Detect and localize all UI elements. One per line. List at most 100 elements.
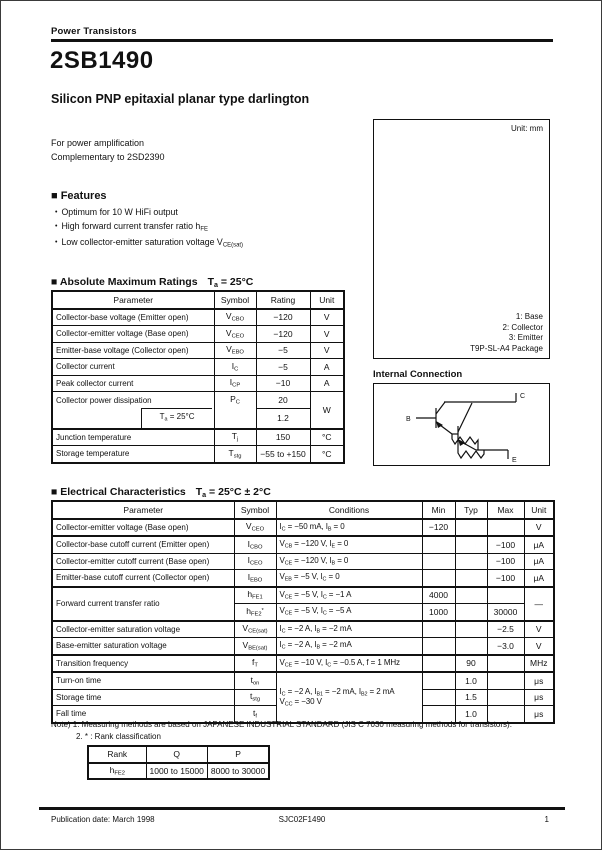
table-cell bbox=[421, 671, 456, 690]
table-cell: 90 bbox=[454, 653, 488, 673]
table-cell: VEBO bbox=[213, 341, 257, 359]
elec-table-body: Collector-emitter voltage (Base open) VCE… bbox=[51, 518, 555, 723]
table-cell: W bbox=[309, 390, 345, 430]
table-row: Ta = 25°C 1.2 bbox=[51, 407, 344, 430]
table-cell: — bbox=[523, 585, 555, 621]
feature-text: High forward current transfer ratio hFE bbox=[61, 220, 208, 233]
table-cell: −2.5 bbox=[486, 619, 525, 638]
column-header: P bbox=[206, 745, 270, 764]
table-cell: Fall time bbox=[51, 705, 235, 723]
table-header-row: Parameter Symbol Conditions Min Typ Max … bbox=[51, 500, 555, 520]
table-cell: VCB = −120 V, IE = 0 bbox=[275, 535, 423, 554]
table-cell: −10 bbox=[255, 374, 311, 392]
table-cell: ton bbox=[233, 671, 277, 690]
table-cell bbox=[454, 552, 488, 570]
absolute-maximum-ratings-table: Parameter Symbol Rating Unit Collector-b… bbox=[51, 290, 345, 464]
table-cell bbox=[454, 603, 488, 621]
table-cell bbox=[454, 569, 488, 587]
publication-date: Publication date: March 1998 bbox=[51, 815, 155, 824]
sub-condition-box: Ta = 25°C bbox=[141, 408, 212, 428]
table-row: Collector-base voltage (Emitter open) VCB… bbox=[51, 308, 345, 326]
table-cell: Storage temperature bbox=[51, 445, 215, 464]
column-header: Q bbox=[145, 745, 208, 764]
feature-text: Low collector-emitter saturation voltage… bbox=[61, 236, 244, 249]
table-cell: PC bbox=[213, 391, 257, 408]
table-cell bbox=[486, 653, 525, 673]
pin-label: 1: Base bbox=[515, 312, 543, 321]
feature-text: Optimum for 10 W HiFi output bbox=[61, 207, 178, 217]
table-cell: VCBO bbox=[213, 308, 257, 326]
column-header: Min bbox=[421, 500, 456, 520]
table-cell: −120 bbox=[255, 325, 311, 343]
table-cell bbox=[421, 637, 456, 655]
table-cell: tstg bbox=[233, 688, 277, 706]
table-row: Fall time tf 1.0 μs bbox=[51, 705, 555, 723]
table-row: Forward current transfer ratio hFE1 VCE = … bbox=[51, 585, 555, 621]
table-cell bbox=[421, 569, 456, 587]
table-row: Turn-on time ton IC = −2 A, IB1 = −2 mA, I… bbox=[51, 671, 555, 723]
electrical-characteristics-table: Parameter Symbol Conditions Min Typ Max … bbox=[51, 500, 555, 724]
table-cell: Peak collector current bbox=[51, 374, 215, 392]
table-cell: °C bbox=[309, 445, 345, 464]
table-cell: °C bbox=[309, 427, 345, 447]
column-header: Conditions bbox=[275, 500, 423, 520]
page-subtitle: Silicon PNP epitaxial planar type darlin… bbox=[51, 92, 310, 106]
column-header: Typ bbox=[454, 500, 488, 520]
table-cell: 1000 to 15000 bbox=[145, 762, 208, 780]
column-header: Parameter bbox=[51, 290, 215, 310]
table-cell: V bbox=[309, 308, 345, 326]
table-cell: −120 bbox=[421, 518, 456, 537]
table-cell: Storage time bbox=[51, 688, 235, 706]
table-cell bbox=[486, 688, 525, 706]
darlington-circuit-diagram: B C E bbox=[406, 393, 525, 464]
table-cell: hFE2 bbox=[87, 762, 147, 780]
bullet-icon: • bbox=[55, 209, 58, 216]
table-cell: μA bbox=[523, 552, 555, 570]
package-name: T9P-SL-A4 Package bbox=[470, 343, 543, 353]
table-cell: VBE(sat) bbox=[233, 637, 277, 655]
table-cell: IEBO bbox=[233, 569, 277, 587]
package-outline-box: Unit: mm 1: Base 2: Collector 3: Emitter… bbox=[373, 119, 550, 359]
table-cell: ICBO bbox=[233, 535, 277, 554]
table-cell bbox=[486, 585, 525, 604]
note-line: Note) 1. Measuring methods are based on … bbox=[51, 720, 512, 729]
notes-section: Note) 1. Measuring methods are based on … bbox=[51, 719, 512, 742]
table-cell: V bbox=[523, 518, 555, 537]
elec-char-heading: ■ Electrical Characteristics Ta = 25°C ± … bbox=[51, 486, 271, 499]
table-cell: V bbox=[309, 341, 345, 359]
table-cell: −100 bbox=[486, 569, 525, 587]
part-number-title: 2SB1490 bbox=[50, 47, 154, 74]
abs-max-table-body: Collector-base voltage (Emitter open) VCB… bbox=[51, 308, 345, 464]
table-cell: A bbox=[309, 358, 345, 376]
table-cell: VCE = −120 V, IB = 0 bbox=[275, 552, 423, 570]
table-row: Collector current IC −5 A bbox=[51, 358, 345, 376]
table-cell: 1.0 bbox=[454, 671, 488, 690]
application-line: For power amplification bbox=[51, 138, 145, 148]
table-cell: MHz bbox=[523, 653, 555, 673]
terminal-label-b: B bbox=[406, 416, 411, 423]
table-cell: 1.2 bbox=[255, 407, 311, 430]
table-cell bbox=[421, 653, 456, 673]
table-cell: V bbox=[309, 325, 345, 343]
table-cell: 1000 bbox=[421, 603, 456, 621]
features-list: • Optimum for 10 W HiFi output • High forw… bbox=[51, 206, 351, 252]
table-cell: −5 bbox=[255, 358, 311, 376]
table-row: Collector power dissipation PC 20 W bbox=[51, 390, 345, 430]
table-cell: Transition frequency bbox=[51, 653, 235, 673]
table-cell: ICP bbox=[213, 374, 257, 392]
table-cell bbox=[421, 535, 456, 554]
table-cell bbox=[454, 535, 488, 554]
page-number: 1 bbox=[544, 815, 549, 824]
table-cell bbox=[213, 408, 257, 430]
table-cell bbox=[421, 552, 456, 570]
table-cell: 8000 to 30000 bbox=[206, 762, 270, 780]
table-row: Collector-emitter voltage (Base open) VCE… bbox=[51, 325, 345, 343]
column-header: Unit bbox=[309, 290, 345, 310]
table-cell: −5 bbox=[255, 341, 311, 359]
table-cell: −3.0 bbox=[486, 637, 525, 655]
table-cell: VEB = −5 V, IC = 0 bbox=[275, 569, 423, 587]
table-row: Base-emitter saturation voltage VBE(sat) I… bbox=[51, 637, 555, 655]
table-row: Junction temperature Tj 150 °C bbox=[51, 427, 345, 447]
table-row: Emitter-base voltage (Collector open) VEB… bbox=[51, 341, 345, 359]
